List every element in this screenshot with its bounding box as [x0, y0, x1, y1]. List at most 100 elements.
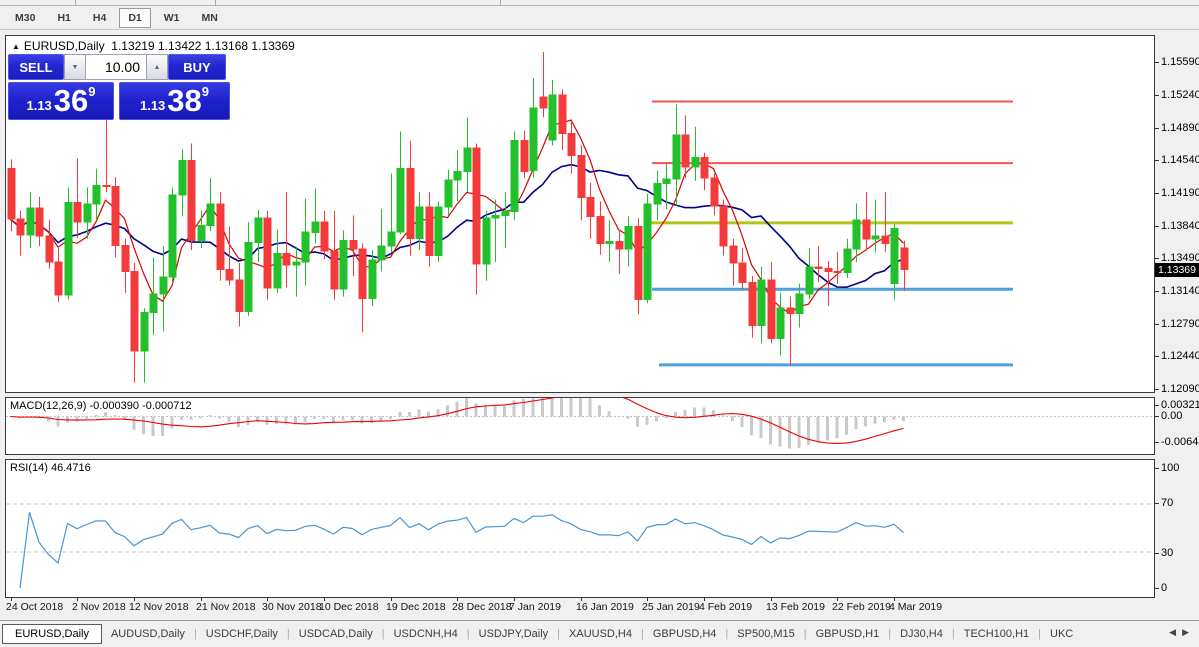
- toolbar-separator: [500, 0, 501, 6]
- axis-tick: [1155, 389, 1159, 390]
- tab-usdcad-daily[interactable]: USDCAD,Daily: [298, 628, 373, 640]
- tab-scroll-right-icon[interactable]: ▶: [1182, 627, 1195, 637]
- tab-separator: |: [286, 628, 290, 640]
- time-axis-label: 13 Feb 2019: [766, 601, 825, 613]
- collapse-trade-panel-icon[interactable]: ▲: [12, 42, 20, 51]
- tab-gbpusd-h4[interactable]: GBPUSD,H4: [652, 628, 717, 640]
- time-axis-tick: [837, 598, 838, 601]
- volume-decrease-icon[interactable]: ▼: [64, 54, 86, 80]
- rsi-indicator-panel[interactable]: RSI(14) 46.4716: [5, 459, 1155, 598]
- axis-tick: [1155, 128, 1159, 129]
- tab-xauusd-h4[interactable]: XAUUSD,H4: [569, 628, 632, 640]
- time-axis-label: 30 Nov 2018: [262, 601, 322, 613]
- price-axis-label: 1.12440: [1161, 350, 1199, 362]
- sell-button[interactable]: SELL: [8, 54, 64, 80]
- time-axis-label: 22 Feb 2019: [832, 601, 891, 613]
- macd-axis-label: -0.006485: [1161, 436, 1199, 448]
- sell-price-tile[interactable]: 1.13 36 9: [8, 82, 114, 120]
- buy-price-tile[interactable]: 1.13 38 9: [119, 82, 230, 120]
- candlestick-chart-panel[interactable]: ▲ EURUSD,Daily 1.13219 1.13422 1.13168 1.…: [5, 35, 1155, 393]
- candlestick-chart-svg: [7, 52, 1013, 383]
- timeframe-button-mn[interactable]: MN: [201, 12, 218, 24]
- axis-tick: [1155, 553, 1159, 554]
- price-axis-label: 1.12790: [1161, 318, 1199, 330]
- tab-audusd-daily[interactable]: AUDUSD,Daily: [110, 628, 185, 640]
- time-axis-tick: [894, 598, 895, 601]
- price-axis-label: 1.15240: [1161, 89, 1199, 101]
- time-axis-tick: [771, 598, 772, 601]
- price-axis-label: 1.13140: [1161, 285, 1199, 297]
- volume-increase-icon[interactable]: ▲: [146, 54, 168, 80]
- axis-tick: [1155, 404, 1159, 406]
- timeframe-button-d1[interactable]: D1: [119, 8, 151, 28]
- toolbar-separator: [215, 0, 216, 6]
- rsi-axis-label: 100: [1161, 462, 1180, 474]
- upper-toolbar-edge: [0, 0, 1199, 6]
- tab-scroll-left-icon[interactable]: ◀: [1169, 627, 1183, 637]
- axis-tick: [1155, 291, 1159, 292]
- time-axis-tick: [647, 598, 648, 601]
- price-axis-label: 1.14190: [1161, 187, 1199, 199]
- axis-tick: [1155, 356, 1159, 357]
- tab-eurusd-daily[interactable]: EURUSD,Daily: [2, 624, 102, 644]
- timeframe-button-h1[interactable]: H1: [57, 12, 71, 24]
- tab-ukc[interactable]: UKC: [1050, 628, 1074, 640]
- tab-separator: |: [466, 628, 470, 640]
- time-axis-label: 12 Nov 2018: [129, 601, 189, 613]
- timeframe-button-w1[interactable]: W1: [163, 12, 180, 24]
- time-axis-label: 10 Dec 2018: [319, 601, 379, 613]
- time-axis-label: 16 Jan 2019: [576, 601, 634, 613]
- trade-prices-row: 1.13 36 9 1.13 38 9: [8, 82, 230, 120]
- axis-tick: [1155, 324, 1159, 325]
- tab-dj30-h4[interactable]: DJ30,H4: [900, 628, 943, 640]
- tab-separator: |: [803, 628, 807, 640]
- tab-sp500-m15[interactable]: SP500,M15: [737, 628, 795, 640]
- volume-stepper: ▼ 10.00 ▲: [64, 54, 168, 80]
- buy-button[interactable]: BUY: [168, 54, 226, 80]
- time-axis-label: 19 Dec 2018: [386, 601, 446, 613]
- tab-gbpusd-h1[interactable]: GBPUSD,H1: [815, 628, 880, 640]
- tab-usdcnh-h4[interactable]: USDCNH,H4: [393, 628, 458, 640]
- tab-tech100-h1[interactable]: TECH100,H1: [963, 628, 1030, 640]
- price-axis-label: 1.13840: [1161, 220, 1199, 232]
- time-axis-label: 21 Nov 2018: [196, 601, 256, 613]
- axis-tick: [1155, 95, 1159, 96]
- macd-indicator-panel[interactable]: MACD(12,26,9) -0.000390 -0.000712: [5, 397, 1155, 455]
- axis-tick: [1155, 442, 1159, 443]
- timeframe-button-m30[interactable]: M30: [15, 12, 36, 24]
- tab-separator: |: [888, 628, 892, 640]
- rsi-label: RSI(14) 46.4716: [10, 462, 91, 474]
- time-axis-label: 24 Oct 2018: [6, 601, 64, 613]
- time-axis-tick: [267, 598, 268, 601]
- chart-title: ▲ EURUSD,Daily 1.13219 1.13422 1.13168 1.…: [12, 39, 295, 53]
- timeframe-button-h4[interactable]: H4: [92, 12, 107, 24]
- rsi-axis-label: 70: [1161, 497, 1174, 509]
- tab-separator: |: [193, 628, 197, 640]
- price-axis-label: 1.13490: [1161, 252, 1199, 264]
- axis-tick: [1155, 193, 1159, 194]
- tab-usdchf-daily[interactable]: USDCHF,Daily: [205, 628, 278, 640]
- time-axis-label: 4 Feb 2019: [699, 601, 753, 613]
- chart-tab-bar: EURUSD,Daily AUDUSD,Daily | USDCHF,Daily | US…: [0, 620, 1199, 647]
- axis-tick: [1155, 415, 1159, 417]
- volume-field[interactable]: 10.00: [86, 54, 146, 80]
- tab-usdjpy-daily[interactable]: USDJPY,Daily: [478, 628, 549, 640]
- macd-axis-label: 0.00: [1161, 409, 1183, 422]
- buy-price-pip: 9: [201, 84, 210, 99]
- time-axis-tick: [11, 598, 12, 601]
- time-axis-tick: [704, 598, 705, 601]
- time-axis-label: 25 Jan 2019: [642, 601, 700, 613]
- time-axis-tick: [514, 598, 515, 601]
- macd-axis-label: 0.003216: [1161, 398, 1199, 411]
- time-axis-tick: [201, 598, 202, 601]
- axis-tick: [1155, 258, 1159, 259]
- price-axis-label: 1.14890: [1161, 122, 1199, 134]
- current-price-marker: 1.13369: [1155, 263, 1199, 277]
- price-axis-label: 1.15590: [1161, 56, 1199, 68]
- sell-price-pip: 9: [88, 84, 96, 99]
- sell-price-prefix: 1.13: [26, 98, 52, 113]
- rsi-svg: [6, 503, 1154, 589]
- axis-tick: [1155, 226, 1159, 227]
- rsi-axis-label: 0: [1161, 582, 1168, 594]
